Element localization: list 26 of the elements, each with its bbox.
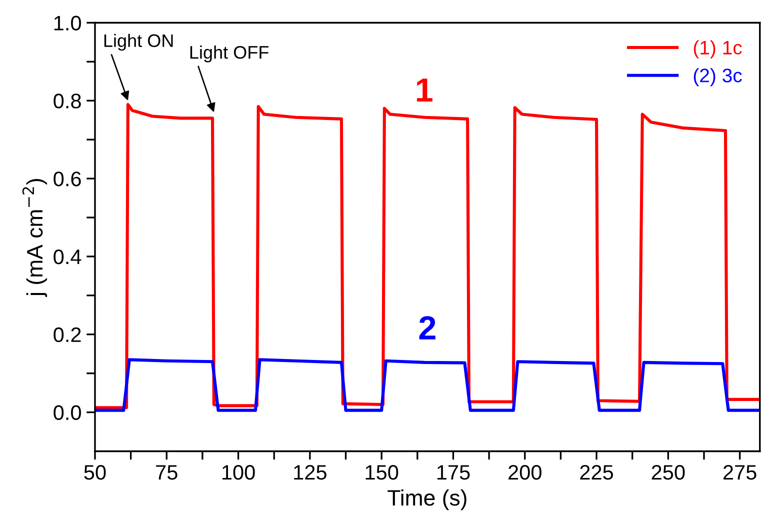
annotation: 2 (419, 316, 436, 340)
y-tick-label: 0.8 (54, 94, 81, 108)
x-tick-label: 225 (580, 464, 614, 480)
x-tick-label: 125 (294, 464, 326, 480)
annotation: Light ON (104, 34, 173, 51)
annotation: Light OFF (190, 46, 268, 62)
x-tick-label: 50 (84, 464, 106, 480)
y-tick-label: 0.0 (54, 405, 81, 420)
x-tick-label: 100 (222, 464, 255, 480)
x-tick-label: 200 (508, 464, 542, 480)
x-tick-label: 150 (366, 464, 398, 480)
line-series (94, 103, 760, 410)
y-axis-title: j (mA cm$^{−2}$) (22, 179, 48, 297)
legend-label: (1) 1c (694, 40, 742, 58)
x-tick-label: 250 (652, 464, 685, 480)
y-tick-label: 1.0 (54, 16, 81, 30)
annotation: 1 (416, 78, 432, 102)
x-axis-title: Time (s) (388, 489, 466, 510)
y-tick-label: 0.6 (54, 172, 81, 186)
x-tick-label: 175 (437, 465, 470, 480)
line-series (94, 358, 760, 412)
x-tick-label: 275 (723, 464, 756, 480)
legend-label: (2) 3c (694, 68, 742, 86)
y-tick-label: 0.2 (54, 327, 81, 342)
x-tick-label: 75 (156, 465, 178, 480)
y-tick-label: 0.4 (54, 249, 82, 264)
